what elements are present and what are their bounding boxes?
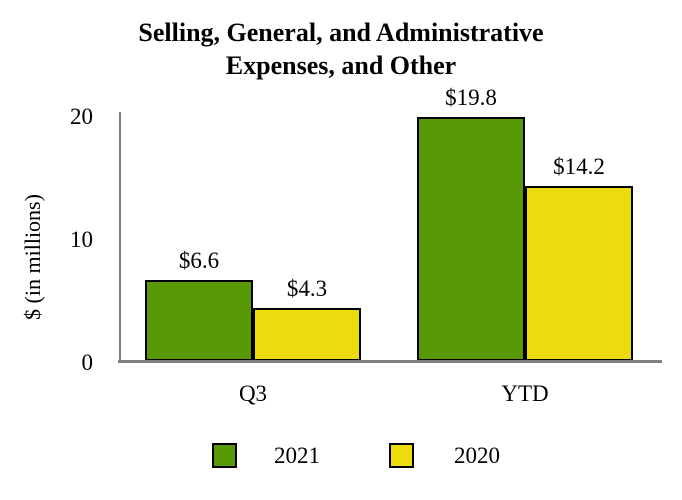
data-label-2020-q3: $4.3 <box>286 276 328 301</box>
y-tick-label-10: 10 <box>70 227 93 252</box>
bar-2021-q3 <box>145 280 253 361</box>
legend-label-2021: 2021 <box>274 443 320 468</box>
y-axis-line <box>119 112 121 362</box>
bar-2020-ytd <box>525 186 633 361</box>
y-tick-label-0: 0 <box>81 350 94 375</box>
category-label-q3: Q3 <box>238 381 268 406</box>
data-label-2021-q3: $6.6 <box>178 248 220 273</box>
bar-2020-q3 <box>253 308 361 361</box>
y-tick-label-20: 20 <box>70 104 93 129</box>
legend-swatch-2020 <box>389 443 414 468</box>
data-label-2021-ytd: $19.8 <box>445 85 497 110</box>
y-axis-label: $ (in millions) <box>20 194 45 320</box>
chart-title-line-2: Expenses, and Other <box>225 51 457 80</box>
legend-swatch-2021 <box>212 443 237 468</box>
category-label-ytd: YTD <box>501 381 549 406</box>
bar-2021-ytd <box>417 117 525 361</box>
legend-label-2020: 2020 <box>454 443 500 468</box>
chart-title: Selling, General, and Administrative Exp… <box>0 16 682 82</box>
data-label-2020-ytd: $14.2 <box>553 154 605 179</box>
chart-title-line-1: Selling, General, and Administrative <box>138 18 544 47</box>
x-axis-line <box>118 360 662 363</box>
